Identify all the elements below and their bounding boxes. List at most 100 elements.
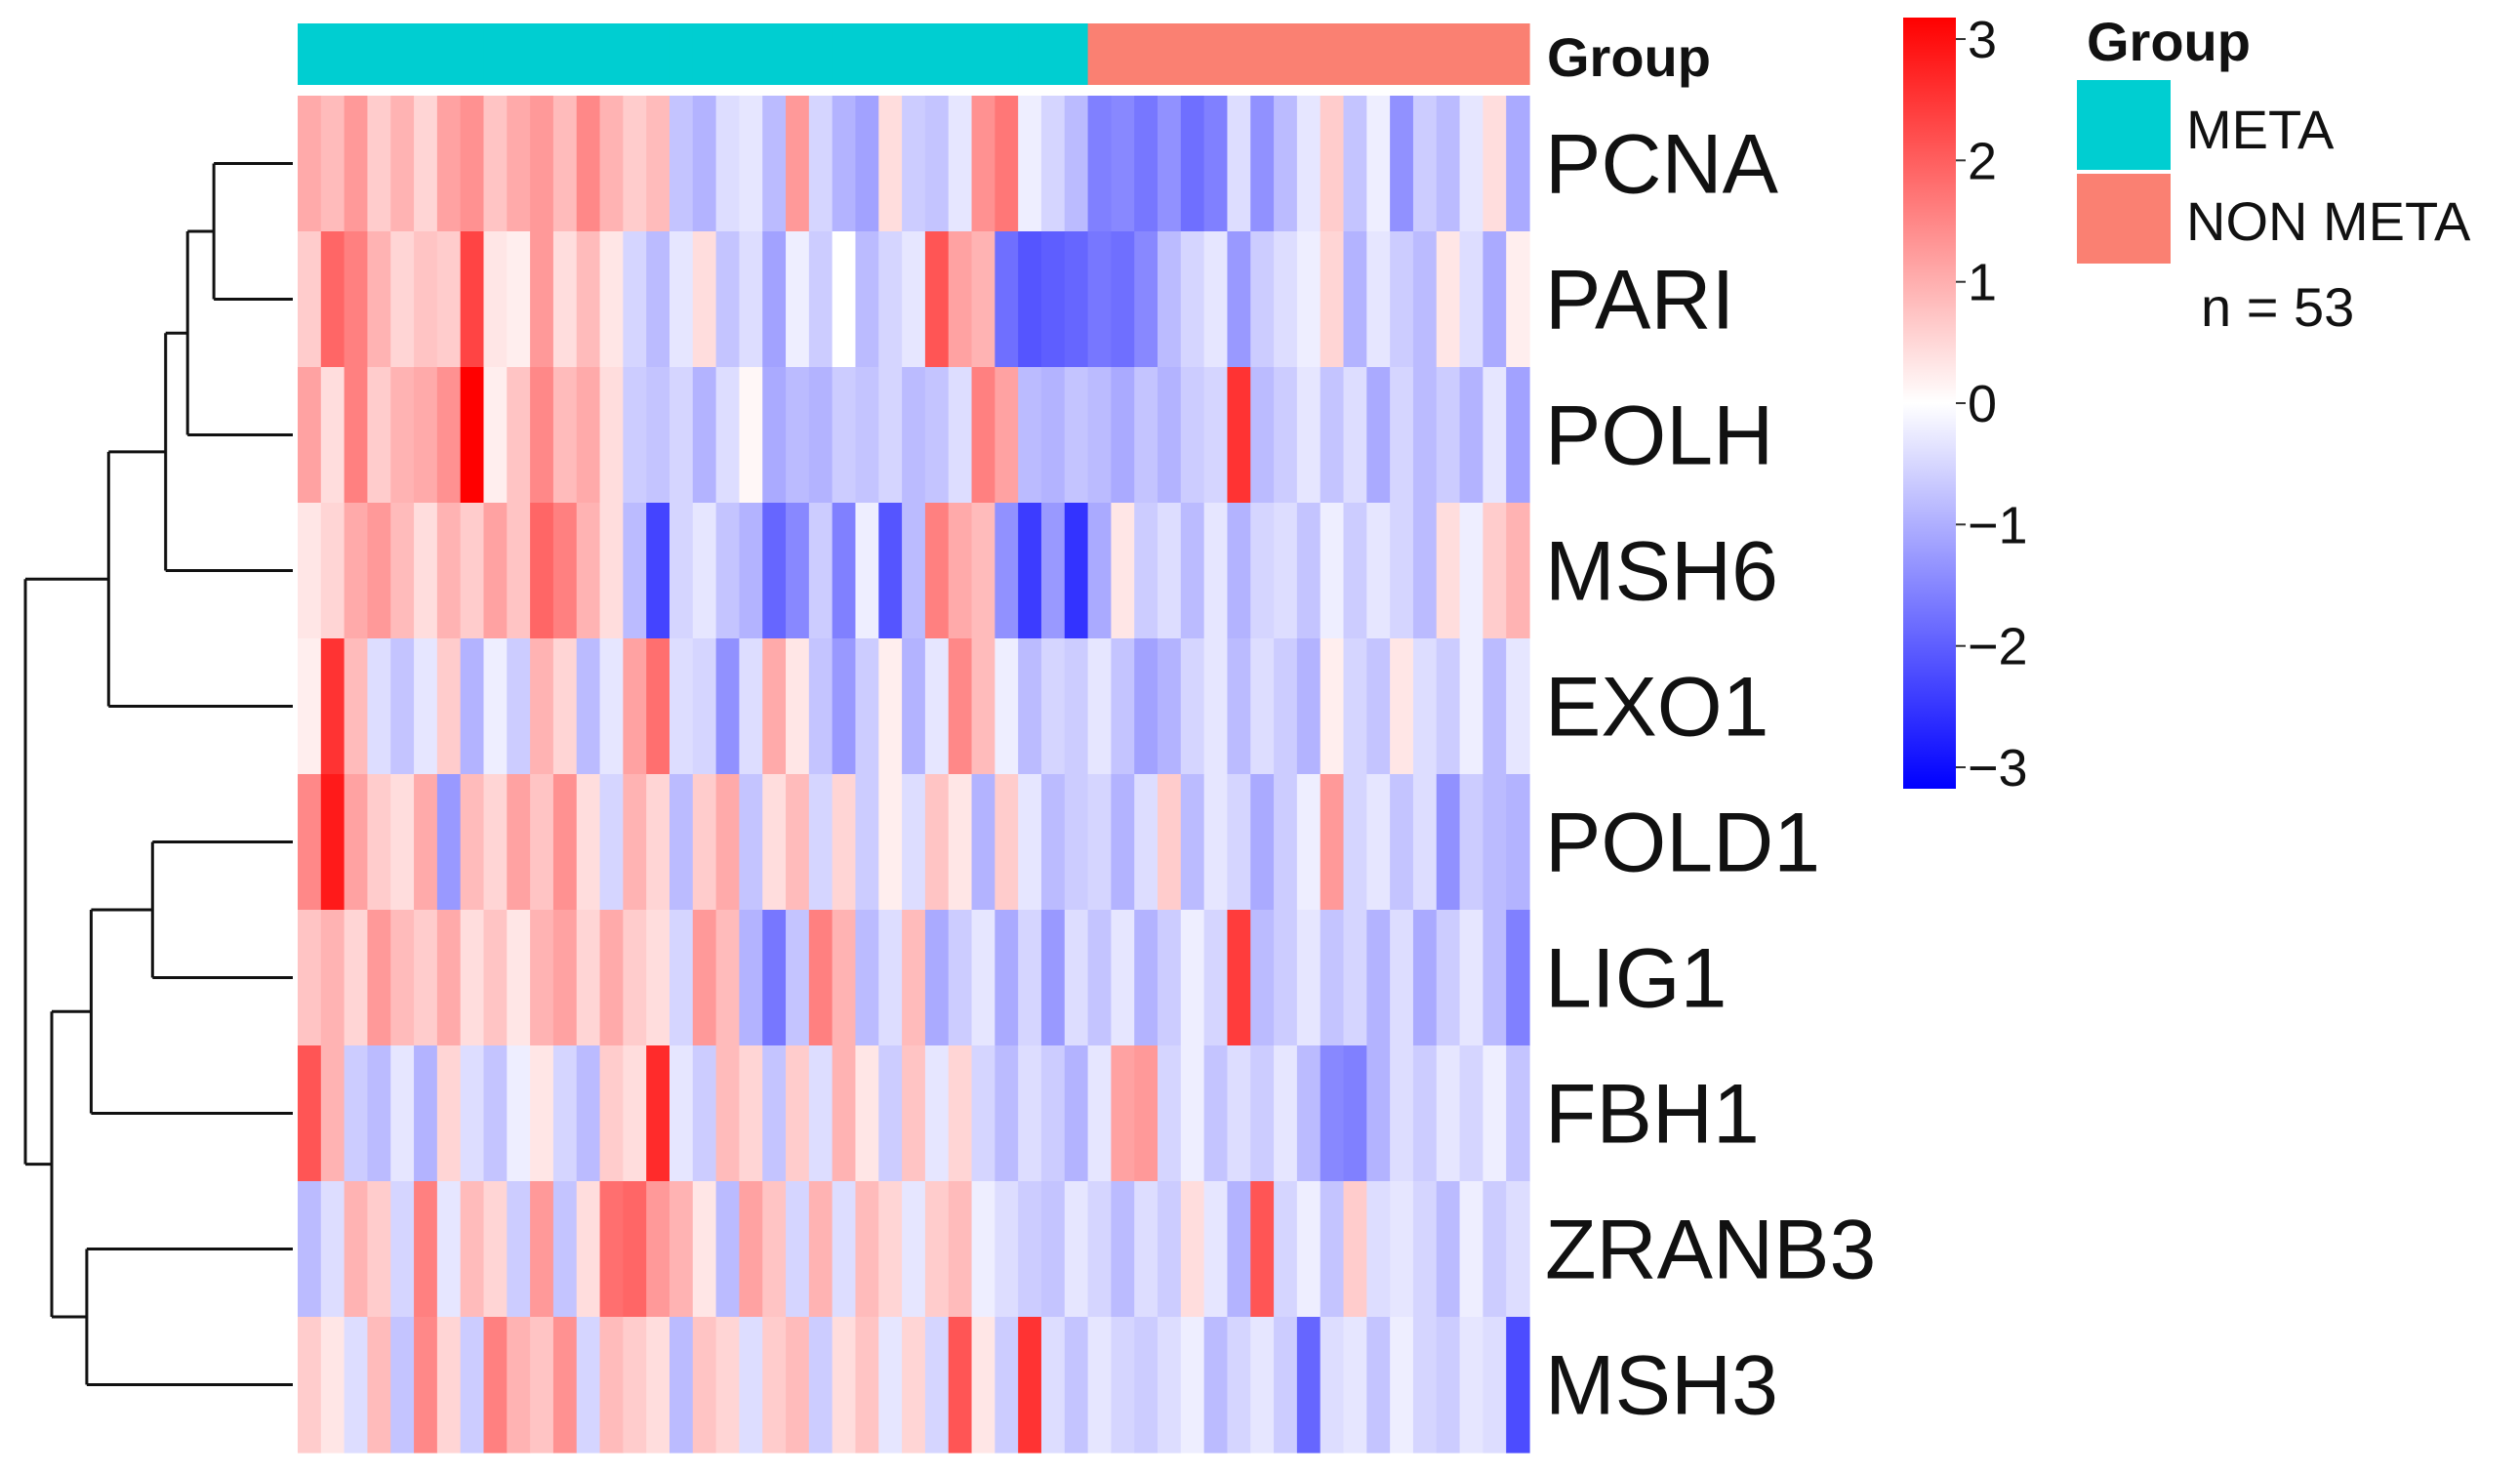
heatmap-cell <box>1040 1045 1066 1182</box>
heatmap-cell <box>298 1181 322 1318</box>
group-track-cell <box>1320 23 1345 85</box>
heatmap-cell <box>507 1181 531 1318</box>
heatmap-cell <box>436 774 462 911</box>
group-track-cell <box>1203 23 1229 85</box>
heatmap-cell <box>1064 96 1089 232</box>
heatmap-cell <box>298 367 322 504</box>
group-track-cell <box>1343 23 1367 85</box>
heatmap-cell <box>715 96 741 232</box>
heatmap-cell <box>552 367 578 504</box>
heatmap-cell <box>436 1317 462 1454</box>
heatmap-cell <box>1412 910 1438 1046</box>
heatmap-cell <box>855 1317 879 1454</box>
heatmap-cell <box>1018 503 1042 639</box>
heatmap-cell <box>460 367 485 504</box>
heatmap-cell <box>1227 503 1251 639</box>
color-scale-bar <box>1903 18 1956 789</box>
heatmap-cell <box>367 1317 391 1454</box>
heatmap-cell <box>1506 1317 1530 1454</box>
heatmap-cell <box>808 638 833 775</box>
heatmap-cell <box>832 910 857 1046</box>
group-track-cell <box>552 23 578 85</box>
heatmap-cell <box>995 1045 1019 1182</box>
heatmap-cell <box>530 1181 554 1318</box>
heatmap-cell <box>1158 638 1182 775</box>
heatmap-cell <box>1412 1181 1438 1318</box>
row-label: LIG1 <box>1545 932 1727 1026</box>
heatmap-cell <box>1483 910 1507 1046</box>
heatmap-cell <box>623 96 647 232</box>
group-track-cell <box>460 23 485 85</box>
heatmap-cell <box>483 1317 508 1454</box>
group-track-cell <box>786 23 810 85</box>
heatmap-cell <box>460 638 485 775</box>
heatmap-cell <box>390 910 415 1046</box>
group-track-cell <box>530 23 554 85</box>
heatmap-cell <box>320 774 345 911</box>
heatmap-cell <box>576 1181 601 1318</box>
heatmap-cell <box>739 910 763 1046</box>
heatmap-cell <box>1180 1045 1205 1182</box>
heatmap-cell <box>599 367 624 504</box>
heatmap-cell <box>1366 1317 1391 1454</box>
heatmap-cell <box>1158 1317 1182 1454</box>
heatmap-cell <box>1366 231 1391 368</box>
heatmap-cell <box>1250 1181 1275 1318</box>
heatmap-cell <box>623 910 647 1046</box>
heatmap-cell <box>1366 1181 1391 1318</box>
group-track-cell <box>1296 23 1321 85</box>
heatmap-cell <box>1366 910 1391 1046</box>
group-track-cell <box>1180 23 1205 85</box>
heatmap-cell <box>1320 1317 1345 1454</box>
heatmap-cell <box>436 503 462 639</box>
heatmap-cell <box>1366 367 1391 504</box>
heatmap-cell <box>414 503 438 639</box>
row-label: PCNA <box>1545 118 1779 212</box>
heatmap-cell <box>507 638 531 775</box>
heatmap-cell <box>762 367 787 504</box>
group-track-cell <box>1412 23 1438 85</box>
group-track-label: Group <box>1547 26 1711 88</box>
legend-swatch-non-meta <box>2077 174 2171 264</box>
heatmap-cell <box>367 367 391 504</box>
group-track-cell <box>646 23 671 85</box>
heatmap-cell <box>995 231 1019 368</box>
heatmap-cell <box>995 1317 1019 1454</box>
heatmap-cell <box>367 910 391 1046</box>
heatmap-cell <box>623 1317 647 1454</box>
heatmap-cell <box>948 638 973 775</box>
heatmap-cell <box>552 638 578 775</box>
heatmap-cell <box>1064 367 1089 504</box>
heatmap-cell <box>924 503 950 639</box>
heatmap-cell <box>878 774 903 911</box>
heatmap-cell <box>855 367 879 504</box>
heatmap-cell <box>1250 638 1275 775</box>
heatmap-cell <box>1459 638 1484 775</box>
heatmap-cell <box>902 638 926 775</box>
heatmap-cell <box>1296 231 1321 368</box>
heatmap-cell <box>1506 774 1530 911</box>
heatmap-cell <box>692 96 717 232</box>
heatmap-cell <box>1506 638 1530 775</box>
heatmap-cell <box>692 774 717 911</box>
heatmap-cell <box>878 1045 903 1182</box>
group-track-cell <box>623 23 647 85</box>
group-annotation-track <box>298 23 1530 85</box>
heatmap-cell <box>715 503 741 639</box>
heatmap-cell <box>1506 910 1530 1046</box>
heatmap-cell <box>623 1181 647 1318</box>
heatmap-cell <box>390 638 415 775</box>
heatmap-cell <box>692 231 717 368</box>
heatmap-cell <box>390 774 415 911</box>
heatmap-cell <box>1018 231 1042 368</box>
heatmap-cell <box>414 1317 438 1454</box>
group-legend-title: Group <box>2087 11 2251 72</box>
heatmap-cell <box>739 1045 763 1182</box>
heatmap-cell <box>855 503 879 639</box>
heatmap-cell <box>390 231 415 368</box>
heatmap-cell <box>1390 503 1414 639</box>
heatmap-cell <box>669 96 694 232</box>
row-label: EXO1 <box>1545 661 1768 755</box>
color-scale-ticks: 3 2 1 0 −1 −2 −3 <box>1956 11 2028 798</box>
row-labels: PCNA PARI POLH MSH6 EXO1 POLD1 LIG1 FBH1 ZRANB3 M… <box>1545 118 1876 1433</box>
